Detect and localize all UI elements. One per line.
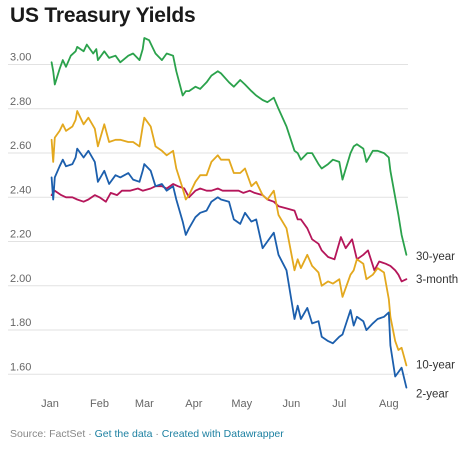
end-label-10-year: 10-year <box>416 359 455 371</box>
y-tick-label: 1.80 <box>10 317 31 329</box>
series-line-30-year <box>50 37 408 256</box>
y-tick-label: 2.80 <box>10 96 31 108</box>
x-tick-label: Jul <box>332 398 346 410</box>
series-end-labels: 30-year 3-month 10-year 2-year <box>416 251 458 401</box>
footer-separator: · <box>155 428 159 440</box>
series-line-2-year <box>50 147 408 389</box>
x-tick-label: Mar <box>135 398 154 410</box>
y-tick-label: 2.00 <box>10 273 31 285</box>
end-label-3-month: 3-month <box>416 274 458 286</box>
x-tick-label: May <box>231 398 252 410</box>
y-tick-label: 3.00 <box>10 52 31 64</box>
gridlines <box>8 64 408 375</box>
x-axis-tick-labels: Jan Feb Mar Apr May Jun Jul Aug <box>41 398 398 410</box>
end-label-2-year: 2-year <box>416 389 449 401</box>
y-axis-tick-labels: 1.60 1.80 2.00 2.20 2.40 2.60 2.80 3.00 <box>10 52 31 374</box>
y-tick-label: 2.20 <box>10 229 31 241</box>
get-data-link[interactable]: Get the data <box>94 428 153 440</box>
series-line-3-month <box>50 183 408 283</box>
footer-separator: · <box>88 428 92 440</box>
y-tick-label: 2.40 <box>10 184 31 196</box>
series-lines <box>50 37 408 389</box>
y-tick-label: 2.60 <box>10 140 31 152</box>
y-tick-label: 1.60 <box>10 361 31 373</box>
x-tick-label: Jan <box>41 398 59 410</box>
x-tick-label: Aug <box>379 398 399 410</box>
chart-footer: Source: FactSet · Get the data · Created… <box>10 428 284 440</box>
datawrapper-link[interactable]: Created with Datawrapper <box>161 428 284 440</box>
series-line-10-year <box>50 110 408 367</box>
chart-title: US Treasury Yields <box>10 4 196 27</box>
x-tick-label: Apr <box>185 398 202 410</box>
source-note: Source: FactSet <box>10 428 86 440</box>
x-tick-label: Feb <box>90 398 109 410</box>
x-tick-label: Jun <box>282 398 300 410</box>
end-label-30-year: 30-year <box>416 251 455 263</box>
